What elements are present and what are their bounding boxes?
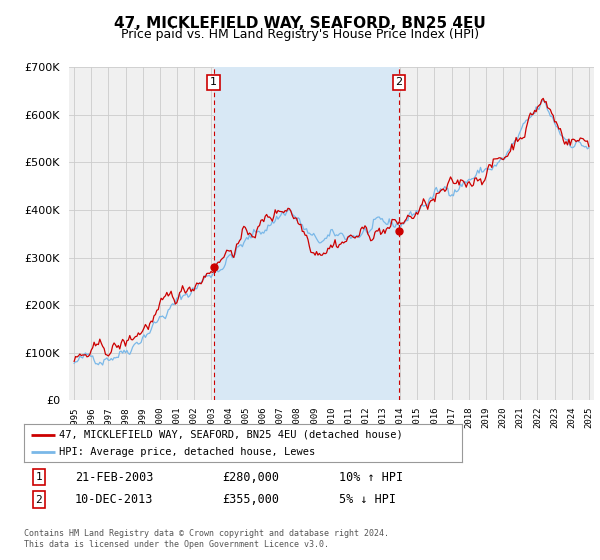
Text: 47, MICKLEFIELD WAY, SEAFORD, BN25 4EU (detached house): 47, MICKLEFIELD WAY, SEAFORD, BN25 4EU (… bbox=[59, 430, 403, 440]
Text: 21-FEB-2003: 21-FEB-2003 bbox=[75, 470, 154, 484]
Text: Price paid vs. HM Land Registry's House Price Index (HPI): Price paid vs. HM Land Registry's House … bbox=[121, 28, 479, 41]
Text: Contains HM Land Registry data © Crown copyright and database right 2024.
This d: Contains HM Land Registry data © Crown c… bbox=[24, 529, 389, 549]
Text: 5% ↓ HPI: 5% ↓ HPI bbox=[339, 493, 396, 506]
Text: HPI: Average price, detached house, Lewes: HPI: Average price, detached house, Lewe… bbox=[59, 447, 315, 458]
Text: 10-DEC-2013: 10-DEC-2013 bbox=[75, 493, 154, 506]
Text: £280,000: £280,000 bbox=[222, 470, 279, 484]
Text: 2: 2 bbox=[395, 77, 403, 87]
Bar bbox=[214, 67, 399, 400]
Text: £355,000: £355,000 bbox=[222, 493, 279, 506]
Text: 47, MICKLEFIELD WAY, SEAFORD, BN25 4EU: 47, MICKLEFIELD WAY, SEAFORD, BN25 4EU bbox=[114, 16, 486, 31]
Text: 1: 1 bbox=[35, 472, 43, 482]
Text: 10% ↑ HPI: 10% ↑ HPI bbox=[339, 470, 403, 484]
Text: 1: 1 bbox=[210, 77, 217, 87]
Text: 2: 2 bbox=[35, 494, 43, 505]
